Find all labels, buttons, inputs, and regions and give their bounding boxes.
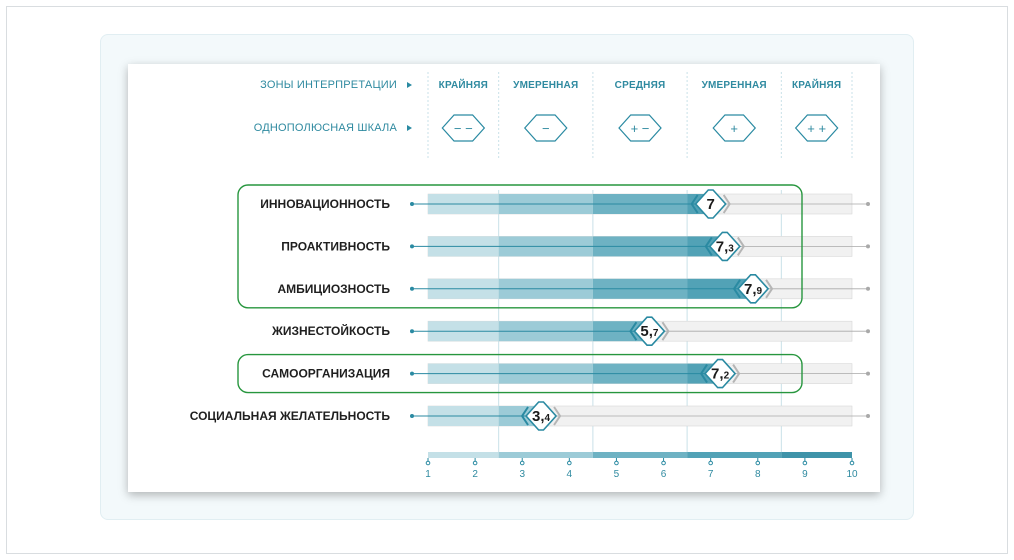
axis-tick-label: 10: [846, 469, 858, 480]
value-label: 3,4: [532, 408, 551, 425]
axis-tick-label: 5: [614, 469, 620, 480]
row-end-dot: [866, 329, 870, 334]
axis-tick-label: 3: [519, 469, 525, 480]
interpretation-zones: КРАЙНЯЯ − − УМЕРЕННАЯ − СРЕДНЯЯ + − УМЕРЕННАЯ +…: [439, 78, 841, 142]
chevron-right-icon: [661, 321, 670, 341]
axis-zone-segment: [592, 452, 688, 458]
row-end-dot: [866, 414, 870, 418]
axis-zone-segment: [687, 452, 782, 458]
axis-tick-label: 7: [708, 469, 714, 480]
scale-axis: 1 2 3 4 5 6 7 8 9 10: [425, 452, 858, 480]
row-label: СОЦИАЛЬНАЯ ЖЕЛАТЕЛЬНОСТЬ: [190, 409, 391, 423]
zone-hexagon-icon: [794, 114, 839, 142]
axis-tick-label: 6: [661, 469, 667, 480]
value-label: 7,3: [716, 238, 735, 255]
row-end-dot: [866, 202, 870, 206]
row-end-dot: [866, 286, 870, 291]
scale-header-arrow-icon: [407, 125, 412, 131]
chevron-left-icon: [732, 279, 741, 299]
zones-header-label: ЗОНЫ ИНТЕРПРЕТАЦИИ: [260, 79, 397, 91]
value-label-fraction: 3: [728, 243, 734, 254]
axis-tick-label: 9: [802, 469, 808, 480]
scale-header-label: ОДНОПОЛЮСНАЯ ШКАЛА: [254, 122, 398, 134]
value-hexagon-icon: [708, 231, 741, 262]
zone-label: КРАЙНЯЯ: [792, 78, 841, 91]
highlight-groups: [237, 184, 803, 394]
zone-hexagon-icon: [712, 114, 757, 142]
row-end-dot: [866, 244, 870, 249]
value-label-fraction: 9: [757, 286, 763, 297]
axis-tick-label: 1: [425, 469, 431, 480]
axis-tick-dot: [755, 460, 761, 466]
axis-tick-dot: [802, 460, 808, 466]
zones-header-arrow-icon: [407, 82, 412, 88]
row-end-dot: [866, 371, 870, 376]
chevron-right-icon: [736, 236, 746, 256]
axis-tick-dot: [567, 460, 572, 466]
zone-symbol: + −: [631, 121, 650, 136]
axis-zone-segment: [428, 452, 499, 458]
zone-symbol: −: [542, 121, 550, 136]
chevron-left-icon: [629, 321, 638, 341]
axis-tick-dot: [849, 460, 855, 466]
row-label: АМБИЦИОЗНОСТЬ: [278, 282, 391, 296]
zone-symbol: + +: [807, 121, 826, 136]
value-label: 7: [706, 196, 714, 213]
value-hexagon-icon: [736, 274, 770, 304]
axis-zone-segment: [781, 452, 852, 458]
axis-tick-dot: [614, 460, 619, 466]
chevron-left-icon: [699, 364, 708, 384]
axis-tick-dot: [708, 460, 713, 466]
row-label: ЖИЗНЕСТОЙКОСТЬ: [271, 323, 390, 338]
value-label: 5,7: [640, 323, 659, 340]
zone-label: СРЕДНЯЯ: [615, 80, 666, 91]
value-label: 7,9: [744, 281, 763, 298]
chevron-left-icon: [704, 236, 713, 256]
chevron-left-icon: [520, 406, 529, 426]
chevron-right-icon: [765, 279, 774, 299]
highlight-group-box: [237, 184, 803, 309]
zone-symbol: − −: [454, 121, 473, 136]
row-label: САМООРГАНИЗАЦИЯ: [262, 367, 390, 381]
zone-label: КРАЙНЯЯ: [439, 78, 488, 91]
zone-symbol: +: [730, 121, 738, 136]
zone-hexagon-icon: [523, 114, 568, 142]
axis-zone-segment: [498, 452, 593, 458]
chevron-left-icon: [690, 194, 699, 214]
zone-hexagon-icon: [618, 114, 662, 142]
chevron-right-icon: [722, 194, 731, 214]
axis-tick-dot: [519, 460, 525, 466]
chevron-right-icon: [553, 406, 562, 426]
value-label: 7,2: [711, 366, 730, 383]
zone-label: УМЕРЕННАЯ: [513, 80, 578, 91]
value-hexagon-icon: [704, 358, 737, 389]
axis-tick-dot: [661, 460, 666, 466]
axis-tick-label: 4: [567, 469, 573, 480]
scale-rows: ИННОВАЦИОННОСТЬ 7 ПРОАКТИВНОСТЬ 7,3 АМБИЦИОЗ…: [190, 189, 870, 431]
value-hexagon-icon: [694, 189, 727, 219]
zone-label: УМЕРЕННАЯ: [702, 80, 767, 91]
axis-tick-label: 2: [472, 469, 478, 480]
axis-tick-dot: [425, 460, 431, 466]
axis-tick-label: 8: [755, 469, 761, 480]
value-label-fraction: 7: [653, 328, 659, 339]
highlight-group-box: [237, 353, 803, 394]
zone-hexagon-icon: [441, 114, 486, 142]
axis-tick-dot: [472, 460, 478, 466]
row-label: ПРОАКТИВНОСТЬ: [281, 239, 390, 253]
chevron-right-icon: [732, 364, 741, 384]
row-label: ИННОВАЦИОННОСТЬ: [260, 197, 390, 211]
value-hexagon-icon: [633, 316, 666, 346]
value-hexagon-icon: [524, 401, 558, 431]
value-label-fraction: 2: [724, 371, 730, 382]
value-label-fraction: 4: [545, 413, 551, 424]
